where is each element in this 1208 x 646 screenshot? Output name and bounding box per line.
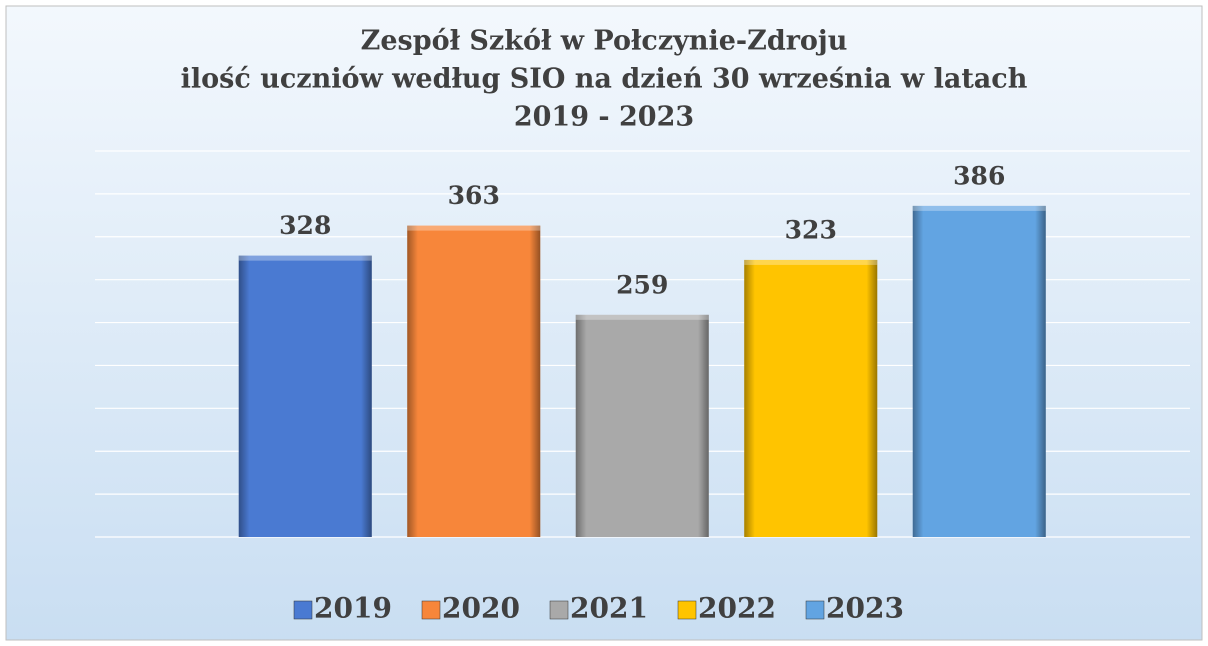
bar-bevel-top	[575, 314, 709, 320]
value-label: 259	[616, 270, 668, 299]
legend-label: 2023	[826, 592, 904, 625]
bar-bevel-top	[912, 205, 1046, 211]
legend-swatch	[677, 600, 697, 620]
title-line: ilość uczniów według SIO na dzień 30 wrz…	[181, 64, 1028, 95]
legend-label: 2022	[698, 592, 776, 625]
value-label: 363	[448, 181, 500, 210]
title-line: Zespół Szkół w Połczynie-Zdroju	[361, 26, 848, 57]
legend-swatch	[421, 600, 441, 620]
bar-bevel-top	[238, 255, 372, 261]
legend-swatch	[293, 600, 313, 620]
title-line: 2019 - 2023	[514, 102, 694, 133]
legend-label: 2019	[314, 592, 392, 625]
bar-bevel-top	[407, 225, 541, 231]
legend-label: 2020	[442, 592, 520, 625]
value-label: 386	[953, 161, 1005, 190]
bar	[575, 314, 709, 537]
bar	[238, 255, 372, 537]
legend-swatch	[549, 600, 569, 620]
value-label: 323	[785, 215, 837, 244]
bar-bevel-top	[744, 259, 878, 265]
bar	[744, 259, 878, 537]
legend-swatch	[805, 600, 825, 620]
legend-label: 2021	[570, 592, 648, 625]
bar	[407, 225, 541, 538]
bar	[912, 205, 1046, 538]
value-label: 328	[279, 211, 331, 240]
